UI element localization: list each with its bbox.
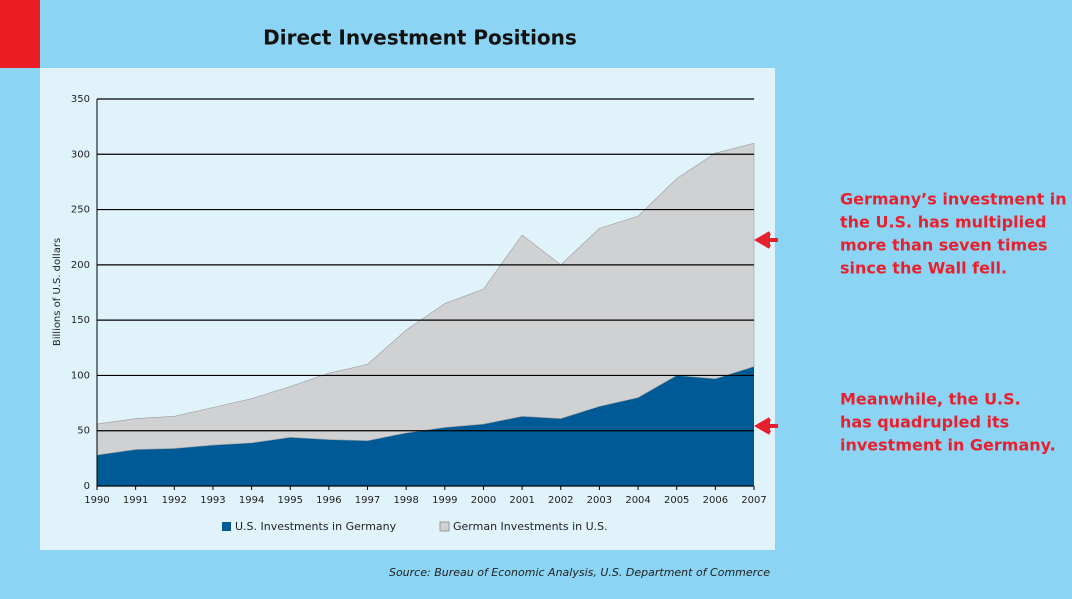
- source-note: Source: Bureau of Economic Analysis, U.S…: [389, 566, 770, 579]
- x-tick-label: 2003: [587, 495, 612, 506]
- x-tick-label: 1997: [355, 495, 380, 506]
- x-tick-label: 1992: [162, 495, 187, 506]
- legend-swatch: [222, 522, 231, 531]
- y-tick-label: 50: [77, 426, 90, 437]
- annotation: more than seven times: [840, 236, 1048, 255]
- y-tick-label: 300: [71, 149, 90, 160]
- legend-label: German Investments in U.S.: [453, 520, 608, 533]
- x-tick-label: 2004: [625, 495, 650, 506]
- x-tick-label: 1999: [432, 495, 457, 506]
- annotation: the U.S. has multiplied: [840, 213, 1046, 232]
- annotation: Germany’s investment in: [840, 190, 1067, 209]
- x-tick-label: 2007: [741, 495, 766, 506]
- y-tick-label: 250: [71, 205, 90, 216]
- x-tick-label: 1993: [200, 495, 225, 506]
- chart-title: Direct Investment Positions: [263, 26, 577, 50]
- x-tick-label: 1990: [84, 495, 109, 506]
- x-tick-label: 2005: [664, 495, 689, 506]
- y-tick-label: 150: [71, 315, 90, 326]
- x-tick-label: 2000: [471, 495, 496, 506]
- arrow: [754, 417, 778, 435]
- annotation: Meanwhile, the U.S.: [840, 390, 1021, 409]
- y-tick-label: 0: [84, 481, 90, 492]
- y-axis-label: Billions of U.S. dollars: [52, 238, 63, 346]
- annotation: since the Wall fell.: [840, 259, 1007, 278]
- area: [96, 142, 755, 456]
- x-tick-label: 2001: [509, 495, 534, 506]
- x-tick-label: 1995: [278, 495, 303, 506]
- y-tick-label: 200: [71, 260, 90, 271]
- x-tick-label: 1998: [393, 495, 418, 506]
- y-tick-label: 100: [71, 370, 90, 381]
- y-tick-label: 350: [71, 94, 90, 105]
- legend-label: U.S. Investments in Germany: [235, 520, 397, 533]
- x-tick-label: 1994: [239, 495, 264, 506]
- x-tick-label: 1991: [123, 495, 148, 506]
- legend-swatch: [439, 521, 450, 532]
- annotation: has quadrupled its: [840, 413, 1009, 432]
- corner-block: [0, 0, 40, 68]
- area: [97, 366, 754, 486]
- annotation: investment in Germany.: [840, 436, 1056, 455]
- x-tick-label: 1996: [316, 495, 341, 506]
- x-tick-label: 2006: [703, 495, 728, 506]
- arrow: [754, 231, 778, 249]
- x-tick-label: 2002: [548, 495, 573, 506]
